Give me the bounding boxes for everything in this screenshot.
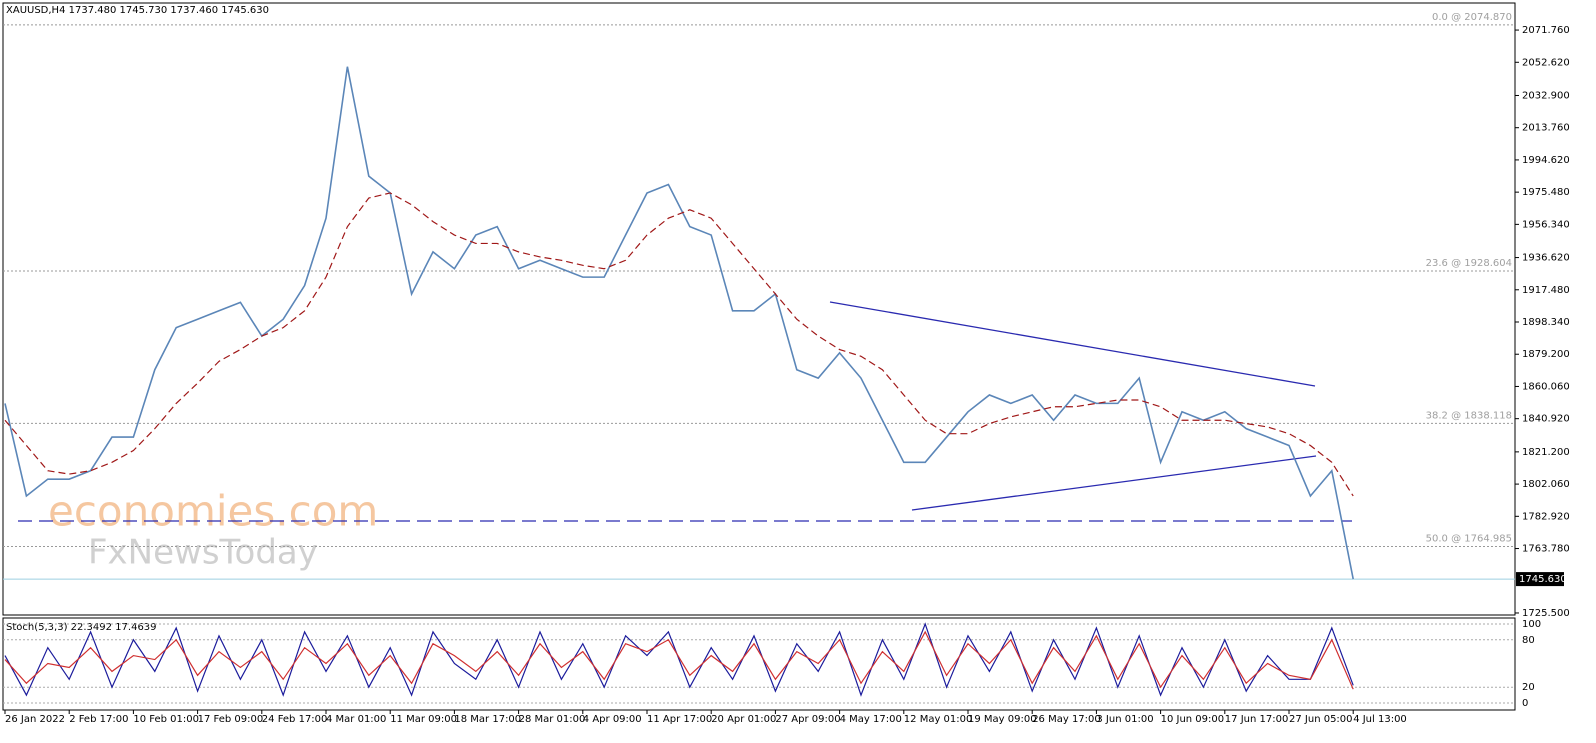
y-tick-label: 20 xyxy=(1522,682,1535,693)
y-tick-label: 1956.340 xyxy=(1522,219,1570,230)
y-tick-label: 1898.340 xyxy=(1522,317,1570,328)
x-tick-label: 24 Feb 17:00 xyxy=(262,714,328,725)
y-tick-label: 1763.780 xyxy=(1522,544,1570,555)
watermark-text: economies.com xyxy=(48,487,378,536)
chart-title: XAUUSD,H4 1737.480 1745.730 1737.460 174… xyxy=(6,5,269,16)
y-tick-label: 1802.060 xyxy=(1522,479,1570,490)
x-tick-label: 11 Apr 17:00 xyxy=(647,714,712,725)
series-line xyxy=(4,622,1354,697)
fib-label: 23.6 @ 1928.604 xyxy=(1426,258,1512,269)
x-tick-label: 26 Jan 2022 xyxy=(5,714,65,725)
y-tick-label: 1725.500 xyxy=(1522,608,1570,619)
indicator-panel xyxy=(2,617,1516,711)
y-tick-label: 100 xyxy=(1522,619,1541,630)
x-tick-label: 28 Mar 01:00 xyxy=(519,714,586,725)
y-tick-label: 80 xyxy=(1522,635,1535,646)
watermark: economies.com FxNewsToday xyxy=(48,487,378,573)
y-tick-label: 1879.200 xyxy=(1522,349,1570,360)
y-tick-label: 2052.620 xyxy=(1522,57,1570,68)
x-tick-label: 4 May 17:00 xyxy=(840,714,902,725)
last-price-box xyxy=(1516,572,1564,587)
trendline xyxy=(911,455,1317,511)
x-tick-label: 27 Apr 09:00 xyxy=(775,714,840,725)
x-tick-label: 19 May 09:00 xyxy=(968,714,1037,725)
x-tick-label: 11 Mar 09:00 xyxy=(390,714,457,725)
x-tick-label: 10 Jun 09:00 xyxy=(1161,714,1225,725)
x-tick-label: 3 Jun 01:00 xyxy=(1096,714,1153,725)
y-tick-label: 1782.920 xyxy=(1522,511,1570,522)
y-tick-label: 1860.060 xyxy=(1522,381,1570,392)
x-tick-label: 17 Feb 09:00 xyxy=(198,714,264,725)
series-line xyxy=(4,192,1354,497)
x-tick-label: 4 Jul 13:00 xyxy=(1353,714,1407,725)
x-tick-label: 18 Mar 17:00 xyxy=(454,714,521,725)
x-tick-label: 27 Jun 05:00 xyxy=(1289,714,1353,725)
y-tick-label: 1994.620 xyxy=(1522,155,1570,166)
x-tick-label: 10 Feb 01:00 xyxy=(133,714,199,725)
fib-label: 0.0 @ 2074.870 xyxy=(1432,12,1512,23)
x-tick-label: 26 May 17:00 xyxy=(1032,714,1101,725)
fib-label: 38.2 @ 1838.118 xyxy=(1426,410,1512,421)
x-tick-label: 12 May 01:00 xyxy=(904,714,973,725)
trendline xyxy=(829,301,1316,387)
x-tick-label: 20 Apr 01:00 xyxy=(711,714,776,725)
y-tick-label: 1936.620 xyxy=(1522,253,1570,264)
fib-label: 50.0 @ 1764.985 xyxy=(1426,534,1512,545)
series-line xyxy=(4,66,1354,580)
y-tick-label: 2071.760 xyxy=(1522,25,1570,36)
y-tick-label: 1821.200 xyxy=(1522,447,1570,458)
y-tick-label: 1975.480 xyxy=(1522,187,1570,198)
watermark-text: FxNewsToday xyxy=(88,533,318,573)
x-tick-label: 2 Feb 17:00 xyxy=(69,714,128,725)
y-tick-label: 1840.920 xyxy=(1522,414,1570,425)
y-tick-label: 0 xyxy=(1522,698,1528,709)
y-tick-label: 2013.760 xyxy=(1522,123,1570,134)
indicator-title: Stoch(5,3,3) 22.3492 17.4639 xyxy=(6,622,157,633)
x-tick-label: 4 Apr 09:00 xyxy=(583,714,642,725)
series-line xyxy=(4,630,1354,690)
x-tick-label: 17 Jun 17:00 xyxy=(1225,714,1289,725)
y-tick-label: 2032.900 xyxy=(1522,90,1570,101)
last-price-label: 1745.630 xyxy=(1519,574,1567,585)
price-panel xyxy=(2,2,1516,616)
x-tick-label: 4 Mar 01:00 xyxy=(326,714,386,725)
y-tick-label: 1917.480 xyxy=(1522,285,1570,296)
